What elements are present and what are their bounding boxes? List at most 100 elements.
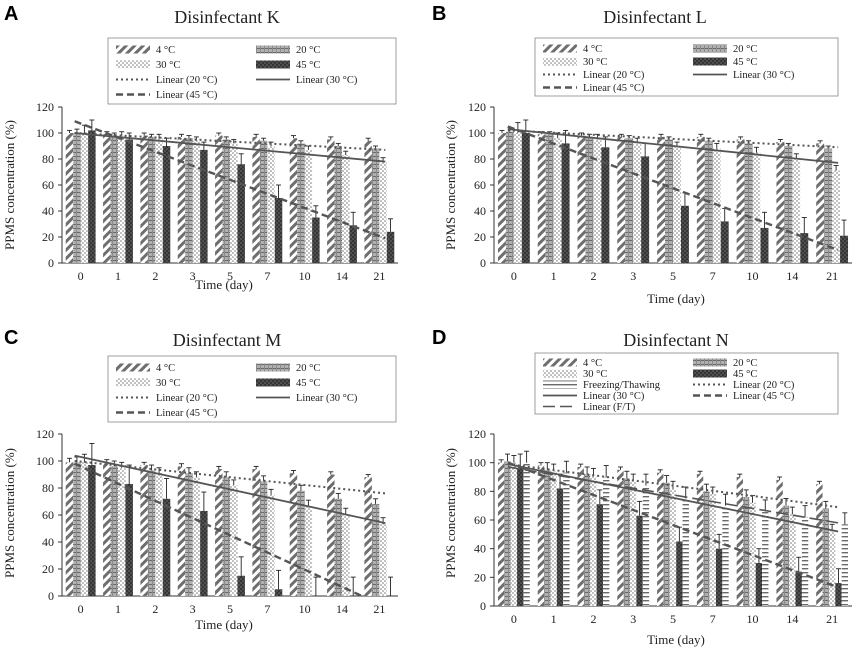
trend-line (507, 466, 839, 524)
bar (682, 498, 689, 606)
legend-label: Linear (30 °C) (296, 75, 358, 86)
bar (596, 504, 603, 606)
bar (832, 170, 841, 263)
x-tick-label: 3 (190, 602, 196, 616)
bar (776, 479, 783, 606)
bar (669, 488, 677, 606)
x-axis-title: Time (day) (195, 617, 253, 632)
bar (696, 474, 704, 606)
bar (342, 155, 350, 263)
legend-label: Linear (20 °C) (733, 380, 795, 391)
bar (577, 135, 586, 263)
bar (835, 583, 842, 606)
y-tick-label: 60 (42, 508, 54, 522)
x-tick-label: 5 (670, 612, 676, 626)
legend-label: 4 °C (583, 358, 602, 369)
bar (673, 146, 681, 263)
bar (334, 146, 342, 263)
y-tick-label: 0 (480, 599, 486, 613)
bar (147, 136, 156, 263)
bar (162, 498, 171, 596)
bar (537, 134, 546, 263)
legend-label: Freezing/Thawing (583, 380, 661, 391)
bar (289, 473, 298, 596)
x-tick-label: 2 (590, 612, 596, 626)
y-tick-label: 60 (42, 178, 54, 192)
legend-box (534, 37, 839, 97)
bar (185, 138, 193, 263)
legend-swatch (693, 358, 727, 367)
bar (379, 161, 387, 263)
y-tick-label: 20 (474, 570, 486, 584)
chart-title: Disinfectant N (623, 330, 728, 350)
bar (304, 149, 313, 263)
x-tick-label: 14 (336, 269, 348, 283)
bar (782, 505, 790, 606)
y-tick-label: 40 (42, 535, 54, 549)
bar (155, 138, 163, 263)
bar (744, 143, 753, 263)
bar (841, 524, 849, 606)
x-axis-title: Time (day) (647, 291, 705, 306)
bar (816, 143, 825, 263)
bar (215, 469, 223, 596)
trend-line (507, 125, 839, 252)
legend-swatch (543, 358, 577, 367)
bar (327, 139, 335, 263)
bar (222, 477, 230, 596)
legend-swatch (693, 44, 727, 53)
bar (162, 146, 171, 263)
x-tick-label: 21 (826, 269, 838, 283)
legend-label: 20 °C (733, 358, 757, 369)
bar (342, 515, 350, 596)
x-tick-label: 0 (511, 269, 517, 283)
bar (155, 473, 163, 596)
y-axis-title: PPMS concentration (%) (2, 120, 17, 250)
y-tick-label: 20 (474, 230, 486, 244)
trend-line (74, 460, 386, 495)
bar (327, 474, 335, 596)
bar (237, 164, 245, 263)
bar (736, 477, 744, 606)
legend-swatch (543, 369, 577, 378)
y-tick-label: 80 (42, 481, 54, 495)
y-tick-label: 20 (42, 230, 54, 244)
legend-box (534, 352, 839, 415)
x-tick-label: 7 (264, 602, 270, 616)
bar (665, 139, 673, 263)
legend-label: 30 °C (583, 57, 607, 68)
y-tick-label: 80 (474, 484, 486, 498)
bar (125, 483, 133, 596)
x-tick-label: 1 (115, 269, 121, 283)
bar (789, 514, 796, 606)
x-tick-label: 7 (264, 269, 270, 283)
legend-swatch (116, 378, 150, 387)
bar (822, 508, 829, 606)
x-tick-label: 21 (373, 602, 385, 616)
y-tick-label: 60 (474, 178, 486, 192)
bar (364, 477, 372, 596)
y-tick-label: 60 (474, 513, 486, 527)
bar (752, 152, 761, 263)
legend-label: Linear (45 °C) (733, 391, 795, 402)
y-axis-title: PPMS concentration (%) (2, 448, 17, 578)
bar (65, 133, 74, 263)
bar (118, 467, 126, 596)
bar (642, 485, 650, 606)
bar (304, 506, 313, 596)
chart-plot: 0 20 40 60 80 100 120 0 1 2 3 5 7 10 14 21 (36, 100, 398, 283)
bar (590, 475, 597, 606)
legend-swatch (116, 45, 150, 54)
bar (602, 477, 610, 606)
bar (800, 233, 809, 263)
bar (617, 469, 624, 606)
bar (200, 149, 208, 263)
bar (289, 138, 298, 263)
bar (561, 143, 570, 263)
x-tick-label: 1 (115, 602, 121, 616)
bar (140, 465, 148, 596)
bar (633, 143, 642, 263)
legend-label: 45 °C (733, 369, 757, 380)
panel-c: C Disinfectant M 4 °C 20 °C 30 °C 45 °C Line… (2, 327, 398, 632)
bar (663, 482, 670, 606)
